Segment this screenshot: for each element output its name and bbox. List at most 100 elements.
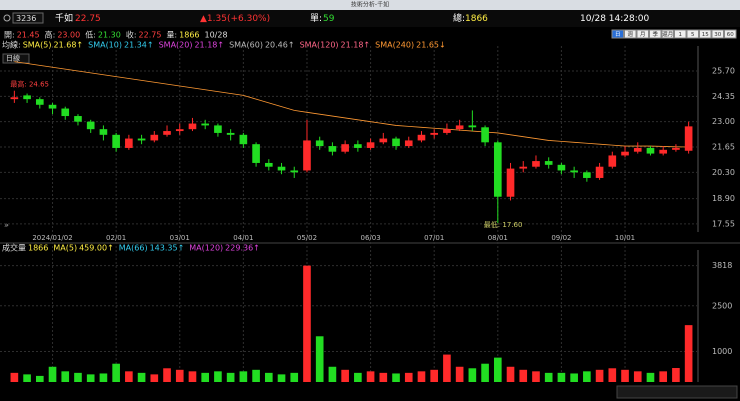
period-button[interactable] <box>699 29 712 39</box>
period-button-label[interactable]: 1 <box>679 32 683 38</box>
volume-bar <box>125 371 133 382</box>
candle-body <box>379 138 388 143</box>
y-tick-label: 1000 <box>712 347 732 356</box>
price: 22.75 <box>75 14 101 24</box>
legend-value: 1866 <box>28 244 48 253</box>
candle-body <box>659 149 668 154</box>
symbol-input[interactable] <box>12 12 44 24</box>
candle-body <box>137 138 146 141</box>
menu-icon[interactable] <box>3 14 11 22</box>
price-change: ▲1.35(+6.30%) <box>200 14 270 24</box>
candle-body <box>672 147 680 150</box>
period-button[interactable] <box>636 29 649 39</box>
zoom-toolbar[interactable] <box>616 385 738 399</box>
volume-bar <box>99 373 108 382</box>
volume-bar <box>379 372 388 382</box>
volume-bar <box>595 369 604 382</box>
legend-title: 成交量 <box>2 243 26 253</box>
volume-bar <box>672 368 680 382</box>
info-date: 10/28 <box>205 31 228 40</box>
period-select[interactable] <box>2 53 30 64</box>
info-value: 21.30 <box>98 31 121 40</box>
volume-bar <box>519 369 528 382</box>
total-volume: 1866 <box>465 14 488 24</box>
candle-body <box>99 129 108 135</box>
candle-body <box>633 147 642 152</box>
volume-bar <box>112 363 120 382</box>
volume-bar <box>35 375 44 382</box>
x-tick-label: 06/03 <box>360 234 380 242</box>
period-button[interactable] <box>649 29 662 39</box>
candle-body <box>532 161 540 167</box>
period-button-label[interactable]: 月 <box>640 31 646 38</box>
candle-body <box>277 166 286 171</box>
period-button[interactable] <box>624 29 637 39</box>
legend-name: SMA(60) <box>229 41 263 50</box>
candle-body <box>608 155 617 167</box>
period-button[interactable] <box>661 29 674 39</box>
info-value: 21.45 <box>17 31 40 40</box>
y-tick-label: 25.70 <box>712 67 735 76</box>
volume-bar <box>86 374 95 382</box>
x-tick-label: 09/02 <box>551 234 571 242</box>
period-button[interactable] <box>674 29 687 39</box>
volume-bar <box>392 373 400 382</box>
info-label: 開: <box>4 31 15 40</box>
volume-bar <box>532 371 540 382</box>
volume-bar <box>417 371 426 382</box>
legend-name: SMA(120) <box>300 41 339 50</box>
candle-body <box>392 138 400 147</box>
volume-bar <box>621 369 629 382</box>
candle-body <box>443 129 451 133</box>
candle-body <box>544 161 553 165</box>
volume-bar <box>264 372 273 382</box>
period-button-label[interactable]: 60 <box>727 32 734 38</box>
candle-body <box>557 164 566 171</box>
volume-bar <box>290 372 299 382</box>
volume-bar <box>341 369 349 382</box>
period-button-label[interactable]: 30 <box>714 32 721 38</box>
period-select-label[interactable]: 日線 <box>6 54 20 63</box>
candle-body <box>125 138 133 148</box>
candle-body <box>201 123 210 126</box>
candle-body <box>468 125 477 128</box>
volume-bar <box>455 366 464 382</box>
volume-bar <box>646 372 655 382</box>
period-button[interactable] <box>711 29 724 39</box>
period-button[interactable] <box>686 29 699 39</box>
period-button-label[interactable]: 週 <box>627 30 633 38</box>
volume-bar <box>214 371 222 382</box>
candle-body <box>35 99 44 105</box>
period-button-label[interactable]: 季 <box>652 30 658 38</box>
legend-value: 21.18↑ <box>194 41 224 50</box>
candle-body <box>455 125 464 130</box>
info-label: 量: <box>166 31 177 40</box>
candle-body <box>493 142 502 197</box>
period-button[interactable] <box>724 29 737 39</box>
period-button-label[interactable]: 還月 <box>662 30 673 38</box>
candle-body <box>328 146 337 152</box>
volume-bar <box>74 372 82 382</box>
volume-bar <box>150 374 159 382</box>
volume-bar <box>544 372 553 382</box>
period-button-label[interactable]: 15 <box>702 32 709 38</box>
volume-bar <box>608 368 617 382</box>
y-tick-label: 17.55 <box>712 219 735 228</box>
volume-bar <box>659 371 668 382</box>
info-value: 23.00 <box>57 31 80 40</box>
period-button-label[interactable]: 5 <box>691 32 695 38</box>
legend-name: SMA(10) <box>88 41 122 50</box>
y-tick-label: 24.35 <box>712 92 735 101</box>
candle-body <box>48 104 57 109</box>
expand-button[interactable]: » <box>4 221 9 230</box>
candle-body <box>303 140 311 171</box>
volume-bar <box>328 366 337 382</box>
legend-value: 21.18↑ <box>341 41 371 50</box>
period-button[interactable] <box>611 29 624 39</box>
volume-bar <box>23 374 31 382</box>
candle-body <box>519 166 528 169</box>
symbol[interactable]: 3236 <box>16 14 36 23</box>
period-button-label[interactable]: 日 <box>615 31 621 38</box>
candle-body <box>150 134 159 141</box>
